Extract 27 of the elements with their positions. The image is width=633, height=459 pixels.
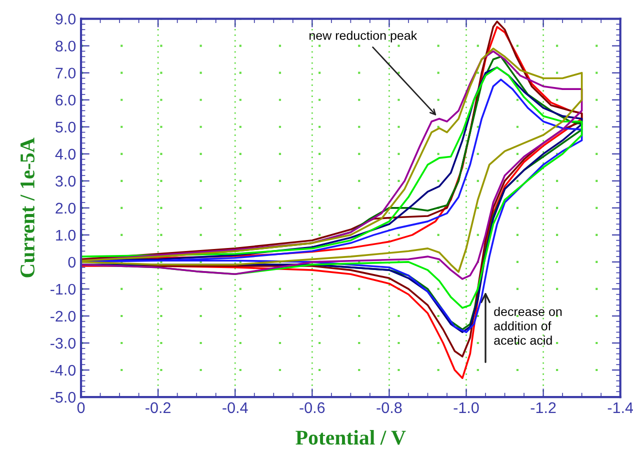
- y-tick-label: 2.0: [56, 202, 76, 214]
- y-tick-label: -1.0: [50, 284, 76, 295]
- y-tick-label: 7.0: [56, 68, 76, 79]
- y-tick-label: 3.0: [56, 176, 76, 187]
- x-tick-label: -0.6: [300, 402, 325, 414]
- x-tick-label: -0.8: [376, 402, 402, 414]
- x-tick-label: 0: [77, 402, 85, 414]
- x-axis-title: Potential / V: [296, 430, 406, 445]
- y-tick-label: -4.0: [50, 364, 76, 376]
- y-tick-label: -2.0: [50, 310, 76, 322]
- y-tick-label: 0: [68, 256, 76, 268]
- x-tick-label: -1.0: [454, 402, 479, 414]
- y-tick-label: 5.0: [56, 122, 76, 133]
- annotation: new reduction peak: [310, 30, 418, 42]
- y-tick-label: 6.0: [56, 94, 76, 106]
- y-tick-label: -5.0: [50, 392, 76, 403]
- y-tick-label: 1.0: [56, 230, 76, 241]
- y-tick-label: 4.0: [55, 148, 76, 160]
- x-tick-label: -1.2: [530, 402, 556, 413]
- annotation: decrease on addition of acetic acid: [494, 306, 562, 345]
- y-tick-label: 8.0: [56, 40, 76, 52]
- x-tick-label: -0.2: [146, 402, 170, 414]
- x-tick-label: -1.4: [608, 402, 633, 413]
- y-axis-title: Current / 1e-5A: [20, 138, 35, 278]
- x-tick-label: -0.4: [222, 402, 248, 414]
- y-tick-label: -3.0: [50, 338, 76, 349]
- y-tick-label: 9.0: [56, 14, 76, 25]
